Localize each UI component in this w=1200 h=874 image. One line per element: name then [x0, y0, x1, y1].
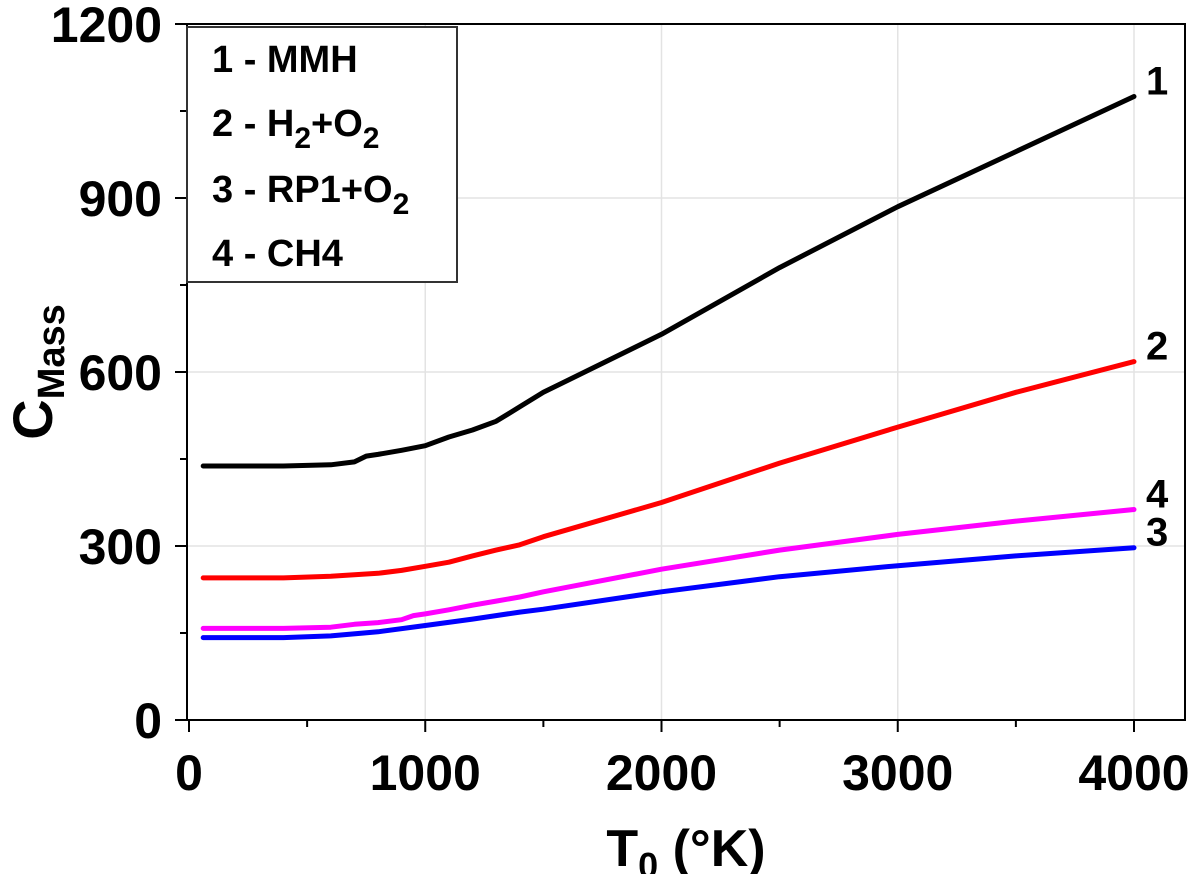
x-axis-title: T0 (°K)	[606, 820, 765, 874]
series-line-4	[200, 507, 1137, 631]
y-tick-label: 600	[79, 345, 162, 401]
legend-entry-2: 2 - H2+O2	[212, 103, 379, 155]
series-line-2	[200, 359, 1137, 581]
y-tick-label: 1200	[51, 0, 162, 53]
axis-ticks: 0 1000 2000 3000 4000 0 300 600 900 1200	[51, 0, 1190, 801]
series-end-label-1: 1	[1146, 60, 1168, 104]
y-tick-label: 900	[79, 171, 162, 227]
series-end-labels: 1 2 34	[1146, 60, 1169, 555]
series-end-label-3: 3	[1146, 511, 1168, 555]
x-tick-label: 2000	[606, 745, 717, 801]
series-end-label-4: 4	[1146, 472, 1169, 516]
x-tick-label: 0	[175, 745, 203, 801]
y-tick-label: 300	[79, 519, 162, 575]
x-tick-label: 4000	[1078, 745, 1189, 801]
legend-entry-1: 1 - MMH	[212, 39, 358, 81]
legend: 1 - MMH 2 - H2+O2 3 - RP1+O2 4 - CH4	[186, 26, 458, 283]
legend-entry-3: 3 - RP1+O2	[212, 169, 409, 221]
legend-box	[186, 26, 458, 283]
series-lines	[200, 94, 1137, 641]
x-tick-label: 1000	[370, 745, 481, 801]
legend-entry-4: 4 - CH4	[212, 233, 343, 275]
series-line-1	[200, 94, 1137, 469]
y-axis-title: CMass	[1, 304, 73, 440]
x-tick-label: 3000	[842, 745, 953, 801]
y-tick-label: 0	[134, 693, 162, 749]
series-line-3	[200, 545, 1137, 641]
series-end-label-2: 2	[1146, 325, 1168, 369]
